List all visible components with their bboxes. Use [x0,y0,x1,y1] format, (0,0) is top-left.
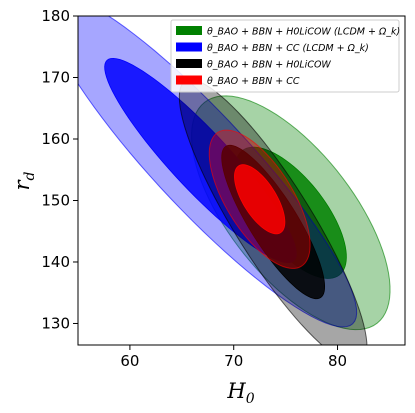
legend-swatch [176,59,202,68]
x-tick-label: 80 [328,352,347,370]
y-tick-label: 140 [41,253,70,271]
legend-label: θ_BAO + BBN + H0LiCOW [207,60,331,71]
x-axis-label: H0 [226,379,254,407]
x-tick-label: 60 [120,352,139,370]
y-tick-label: 180 [41,7,70,25]
legend-label: θ_BAO + BBN + CC [207,76,300,87]
x-axis: 60 70 80 [120,345,347,370]
y-axis-label: rd [10,171,38,190]
y-tick-label: 150 [41,191,70,209]
contour-series-4 [208,129,311,269]
contour-layer [78,16,391,345]
y-tick-label: 170 [41,68,70,86]
contour-inner-4 [234,164,286,235]
legend-label: θ_BAO + BBN + CC (LCDM + Ω_k) [207,43,369,54]
y-tick-label: 160 [41,130,70,148]
legend-swatch [176,26,202,35]
x-tick-label: 70 [224,352,243,370]
legend: θ_BAO + BBN + H0LiCOW (LCDM + Ω_k) θ_BAO … [170,19,400,93]
y-axis: 130 140 150 160 170 180 [41,7,78,332]
y-tick-label: 130 [41,314,70,332]
plot-frame [77,15,406,346]
legend-box [170,19,400,93]
legend-swatch [176,75,202,85]
legend-label: θ_BAO + BBN + H0LiCOW (LCDM + Ω_k) [207,27,400,38]
legend-swatch [176,42,202,52]
